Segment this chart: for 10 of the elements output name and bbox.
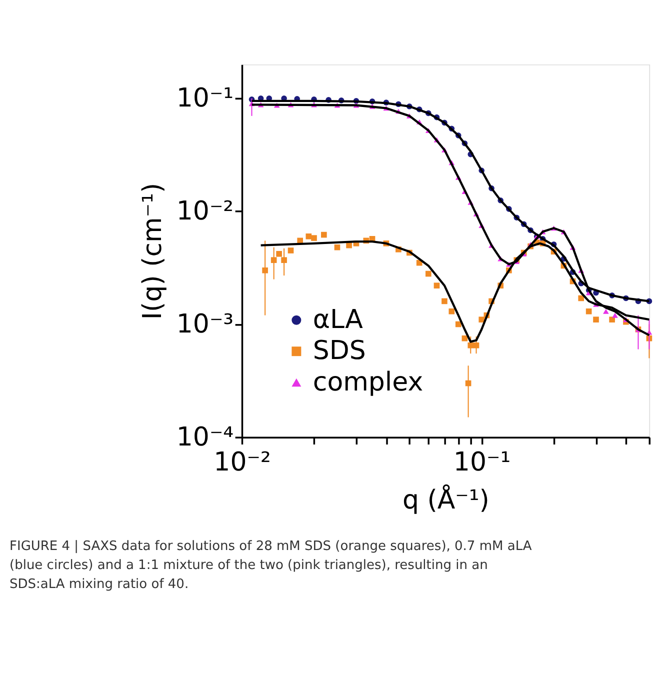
y-tick-label: 10⁻⁴ (176, 422, 234, 452)
y-tick-label: 10⁻² (176, 196, 234, 227)
y-axis-title: I(q) (cm⁻¹) (138, 182, 168, 320)
legend-label: SDS (312, 336, 366, 366)
legend-label: complex (312, 367, 424, 398)
y-tick-label: 10⁻¹ (176, 84, 234, 114)
legend-label: αLA (312, 304, 364, 335)
y-tick-label: 10⁻³ (176, 309, 234, 340)
x-axis-title: q (Å⁻¹) (402, 484, 490, 516)
caption: FIGURE 4 | SAXS data for solutions of 28 mM SDS (orange squares), 0.7 mM aLA (blue circles) and a 1:1 mixture of the two (pink triangles), resulting in an SDS:aLA mixing ratio of 40. (10, 538, 532, 592)
